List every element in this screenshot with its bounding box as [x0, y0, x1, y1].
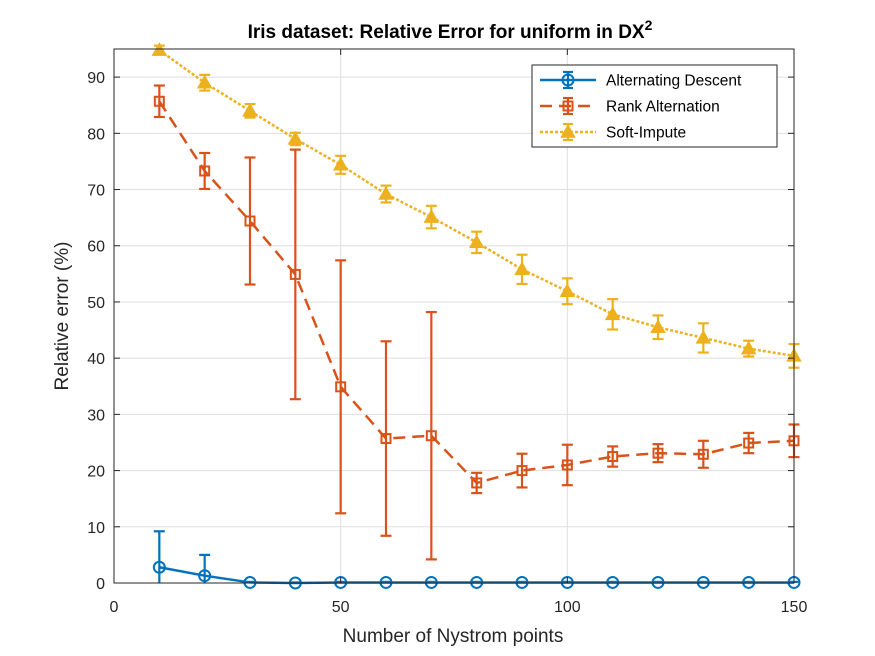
data-point [651, 575, 665, 589]
y-axis-label: Relative error (%) [52, 242, 73, 391]
data-point [334, 575, 348, 589]
data-point [423, 209, 440, 223]
data-point [287, 130, 304, 145]
data-point [198, 569, 212, 583]
error-bar [607, 445, 619, 468]
error-bar [244, 156, 256, 286]
title-superscript: 2 [645, 17, 653, 33]
legend-label: Soft-Impute [606, 125, 686, 142]
x-axis-label: Number of Nystrom points [343, 626, 564, 647]
axis-tick-labels: 0 50 100 150 0 10 20 30 40 50 60 70 80 90 [87, 70, 807, 616]
data-point [560, 575, 574, 589]
x-tick-label: 100 [554, 599, 581, 616]
error-bar [380, 340, 392, 537]
error-bar [153, 84, 165, 119]
error-bar [471, 471, 483, 495]
chart-title: Iris dataset: Relative Error for uniform… [248, 17, 653, 43]
y-tick-label: 30 [87, 407, 105, 424]
y-tick-label: 0 [96, 576, 105, 593]
error-bar [561, 443, 573, 487]
series-rank-alternation [153, 84, 800, 561]
legend-entry: Rank Alternation [540, 96, 720, 116]
error-bar [652, 443, 664, 464]
data-point [743, 437, 755, 449]
y-tick-label: 40 [87, 351, 105, 368]
y-tick-label: 60 [87, 239, 105, 256]
data-point [607, 451, 619, 463]
data-point [425, 430, 437, 442]
data-point [332, 156, 349, 171]
data-point [515, 575, 529, 589]
data-point [289, 268, 301, 280]
legend-marker [562, 100, 574, 112]
data-point [650, 319, 666, 333]
legend-marker [561, 73, 575, 87]
legend-entry: Alternating Descent [540, 70, 742, 90]
y-tick-label: 20 [87, 464, 105, 481]
legend-label: Alternating Descent [606, 73, 742, 90]
data-point [742, 575, 756, 589]
error-bar [335, 259, 347, 515]
error-bar [289, 148, 301, 401]
x-tick-label: 50 [332, 599, 350, 616]
data-point [606, 575, 620, 589]
axis-ticks [113, 49, 795, 584]
error-bar [743, 431, 755, 455]
data-point [695, 329, 712, 344]
legend-label: Rank Alternation [606, 99, 720, 116]
data-point [243, 575, 257, 589]
data-point [424, 575, 438, 589]
data-point [697, 448, 709, 460]
data-point [152, 560, 166, 574]
data-point [199, 165, 211, 177]
error-bar [697, 439, 709, 469]
data-point [196, 74, 213, 89]
data-point [153, 95, 165, 107]
data-point [244, 215, 256, 227]
data-point [468, 234, 485, 249]
x-tick-label: 150 [781, 599, 808, 616]
plot-frame [113, 48, 795, 584]
data-point [561, 459, 573, 471]
data-point [604, 306, 621, 321]
y-tick-label: 80 [87, 126, 105, 143]
data-point [516, 465, 528, 477]
data-point [471, 477, 483, 489]
data-point [470, 575, 484, 589]
x-tick-label: 0 [110, 599, 119, 616]
data-point [696, 575, 710, 589]
y-tick-label: 70 [87, 183, 105, 200]
y-tick-label: 50 [87, 295, 105, 312]
data-point [378, 185, 394, 200]
error-bar [425, 310, 437, 561]
error-bar [153, 530, 165, 583]
legend: Alternating Descent Rank Alternation Soft-… [531, 64, 778, 148]
legend-marker [560, 123, 576, 138]
data-point [652, 447, 664, 459]
data-point [335, 381, 347, 393]
data-point [514, 261, 530, 276]
error-bar [199, 151, 211, 191]
error-bar [199, 553, 211, 583]
data-point [380, 433, 392, 445]
data-point [242, 102, 258, 117]
y-tick-label: 90 [87, 70, 105, 87]
y-tick-label: 10 [87, 520, 105, 537]
data-point [740, 340, 757, 355]
data-point [559, 283, 576, 298]
legend-entry: Soft-Impute [540, 122, 686, 142]
error-bar [516, 452, 528, 489]
data-point [379, 575, 393, 589]
